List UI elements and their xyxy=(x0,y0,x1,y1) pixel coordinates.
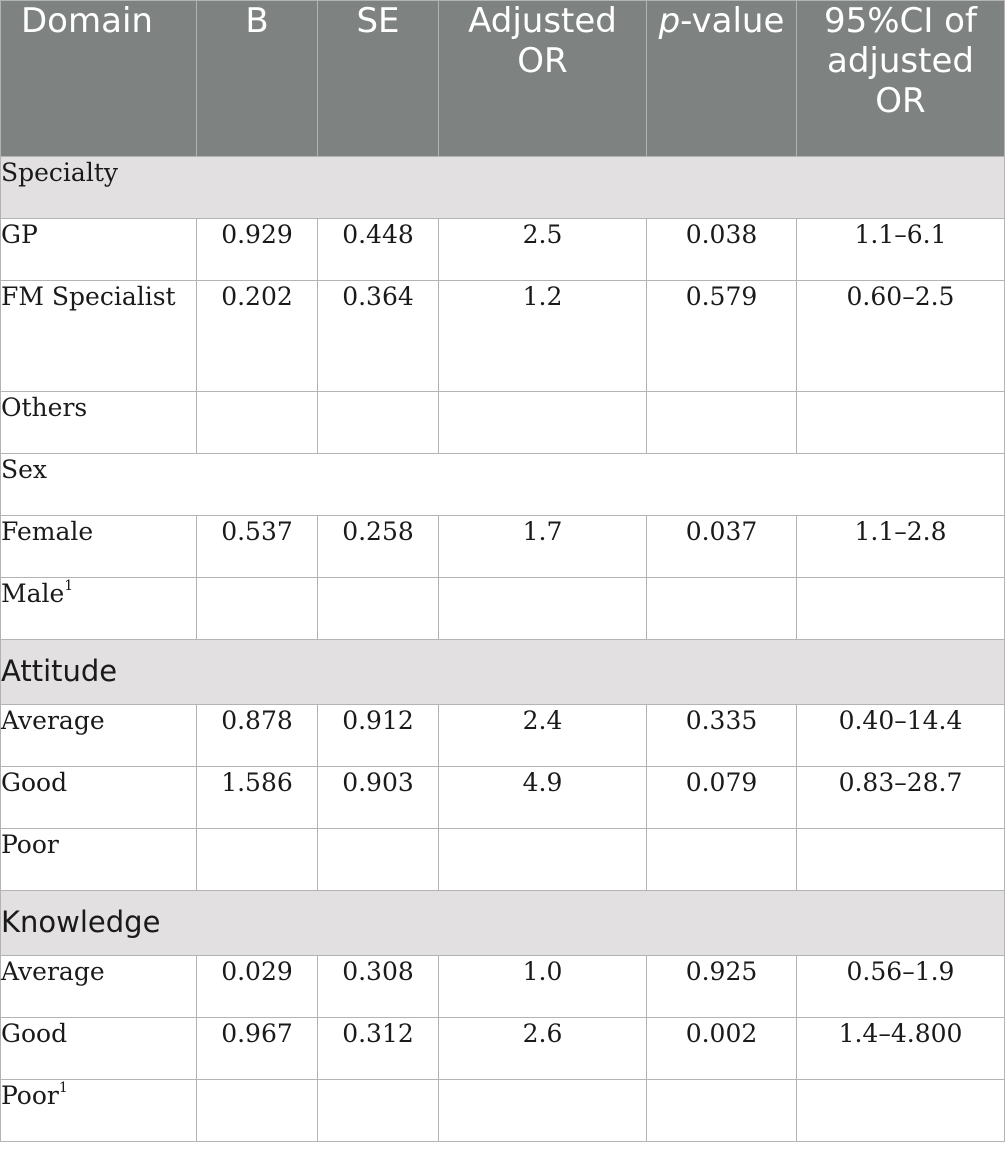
cell-se xyxy=(317,828,439,891)
cell-se xyxy=(317,391,439,454)
p-italic: p xyxy=(658,1,681,41)
table-row: Others xyxy=(0,391,1005,454)
cell-se: 0.903 xyxy=(317,766,439,829)
cell-b: 0.202 xyxy=(196,280,318,392)
cell-se: 0.448 xyxy=(317,218,439,281)
section-label: Specialty xyxy=(0,156,1005,219)
cell-p-value: 0.038 xyxy=(646,218,797,281)
table-row: Good 0.967 0.312 2.6 0.002 1.4–4.800 xyxy=(0,1017,1005,1080)
cell-se: 0.912 xyxy=(317,704,439,767)
cell-p-value xyxy=(646,577,797,640)
cell-b: 0.929 xyxy=(196,218,318,281)
cell-b: 0.029 xyxy=(196,955,318,1018)
col-header-ci: 95%CI of adjusted OR xyxy=(796,0,1005,157)
cell-ci xyxy=(796,1079,1005,1142)
cell-ci: 0.60–2.5 xyxy=(796,280,1005,392)
cell-ci: 1.4–4.800 xyxy=(796,1017,1005,1080)
table-row: Average 0.878 0.912 2.4 0.335 0.40–14.4 xyxy=(0,704,1005,767)
cell-adjusted-or xyxy=(438,1079,647,1142)
cell-b: 0.878 xyxy=(196,704,318,767)
header-row: Domain B SE Adjusted OR p-value 95%CI of… xyxy=(0,0,1005,157)
cell-se: 0.258 xyxy=(317,515,439,578)
cell-b: 0.967 xyxy=(196,1017,318,1080)
cell-b xyxy=(196,828,318,891)
row-label: Average xyxy=(0,704,197,767)
cell-p-value: 0.335 xyxy=(646,704,797,767)
table-row: Poor xyxy=(0,828,1005,891)
cell-ci: 0.40–14.4 xyxy=(796,704,1005,767)
cell-b xyxy=(196,577,318,640)
cell-adjusted-or: 2.5 xyxy=(438,218,647,281)
cell-se: 0.364 xyxy=(317,280,439,392)
row-label: Male1 xyxy=(0,577,197,640)
cell-p-value: 0.925 xyxy=(646,955,797,1018)
section-label: Attitude xyxy=(0,639,1005,705)
reference-footnote-mark: 1 xyxy=(58,1080,68,1096)
table-row: FM Specialist 0.202 0.364 1.2 0.579 0.60… xyxy=(0,280,1005,392)
table-row: GP 0.929 0.448 2.5 0.038 1.1–6.1 xyxy=(0,218,1005,281)
cell-ci: 0.83–28.7 xyxy=(796,766,1005,829)
cell-p-value xyxy=(646,391,797,454)
cell-adjusted-or: 2.6 xyxy=(438,1017,647,1080)
p-rest: -value xyxy=(680,1,785,41)
col-header-se: SE xyxy=(317,0,439,157)
row-label: Good xyxy=(0,766,197,829)
section-row-knowledge: Knowledge xyxy=(0,890,1005,956)
cell-ci xyxy=(796,577,1005,640)
cell-b xyxy=(196,391,318,454)
row-label: Good xyxy=(0,1017,197,1080)
section-row-specialty: Specialty xyxy=(0,156,1005,219)
cell-ci: 1.1–2.8 xyxy=(796,515,1005,578)
cell-se: 0.312 xyxy=(317,1017,439,1080)
row-label-text: Male xyxy=(1,579,65,608)
cell-ci xyxy=(796,391,1005,454)
cell-se: 0.308 xyxy=(317,955,439,1018)
cell-b: 1.586 xyxy=(196,766,318,829)
section-row-attitude: Attitude xyxy=(0,639,1005,705)
section-row-sex: Sex xyxy=(0,453,1005,516)
table-row: Good 1.586 0.903 4.9 0.079 0.83–28.7 xyxy=(0,766,1005,829)
section-label: Knowledge xyxy=(0,890,1005,956)
table-row: Male1 xyxy=(0,577,1005,640)
row-label-text: Poor xyxy=(1,1081,59,1110)
row-label: Poor xyxy=(0,828,197,891)
cell-adjusted-or xyxy=(438,828,647,891)
cell-se xyxy=(317,577,439,640)
cell-p-value: 0.079 xyxy=(646,766,797,829)
cell-b xyxy=(196,1079,318,1142)
cell-adjusted-or: 1.2 xyxy=(438,280,647,392)
cell-se xyxy=(317,1079,439,1142)
col-header-b: B xyxy=(196,0,318,157)
table-row: Poor1 xyxy=(0,1079,1005,1142)
reference-footnote-mark: 1 xyxy=(64,578,74,594)
cell-p-value: 0.002 xyxy=(646,1017,797,1080)
row-label: Female xyxy=(0,515,197,578)
cell-ci: 1.1–6.1 xyxy=(796,218,1005,281)
table-row: Average 0.029 0.308 1.0 0.925 0.56–1.9 xyxy=(0,955,1005,1018)
row-label: Average xyxy=(0,955,197,1018)
col-header-domain: Domain xyxy=(0,0,197,157)
col-header-p-value: p-value xyxy=(646,0,797,157)
row-label: Others xyxy=(0,391,197,454)
cell-adjusted-or xyxy=(438,577,647,640)
cell-p-value xyxy=(646,1079,797,1142)
row-label: FM Specialist xyxy=(0,280,197,392)
cell-adjusted-or: 2.4 xyxy=(438,704,647,767)
section-label: Sex xyxy=(0,453,1005,516)
cell-ci xyxy=(796,828,1005,891)
cell-p-value: 0.037 xyxy=(646,515,797,578)
cell-b: 0.537 xyxy=(196,515,318,578)
row-label: Poor1 xyxy=(0,1079,197,1142)
cell-adjusted-or: 1.0 xyxy=(438,955,647,1018)
cell-p-value xyxy=(646,828,797,891)
cell-ci: 0.56–1.9 xyxy=(796,955,1005,1018)
cell-adjusted-or: 4.9 xyxy=(438,766,647,829)
cell-p-value: 0.579 xyxy=(646,280,797,392)
row-label: GP xyxy=(0,218,197,281)
cell-adjusted-or xyxy=(438,391,647,454)
table-row: Female 0.537 0.258 1.7 0.037 1.1–2.8 xyxy=(0,515,1005,578)
cell-adjusted-or: 1.7 xyxy=(438,515,647,578)
col-header-adjusted-or: Adjusted OR xyxy=(438,0,647,157)
